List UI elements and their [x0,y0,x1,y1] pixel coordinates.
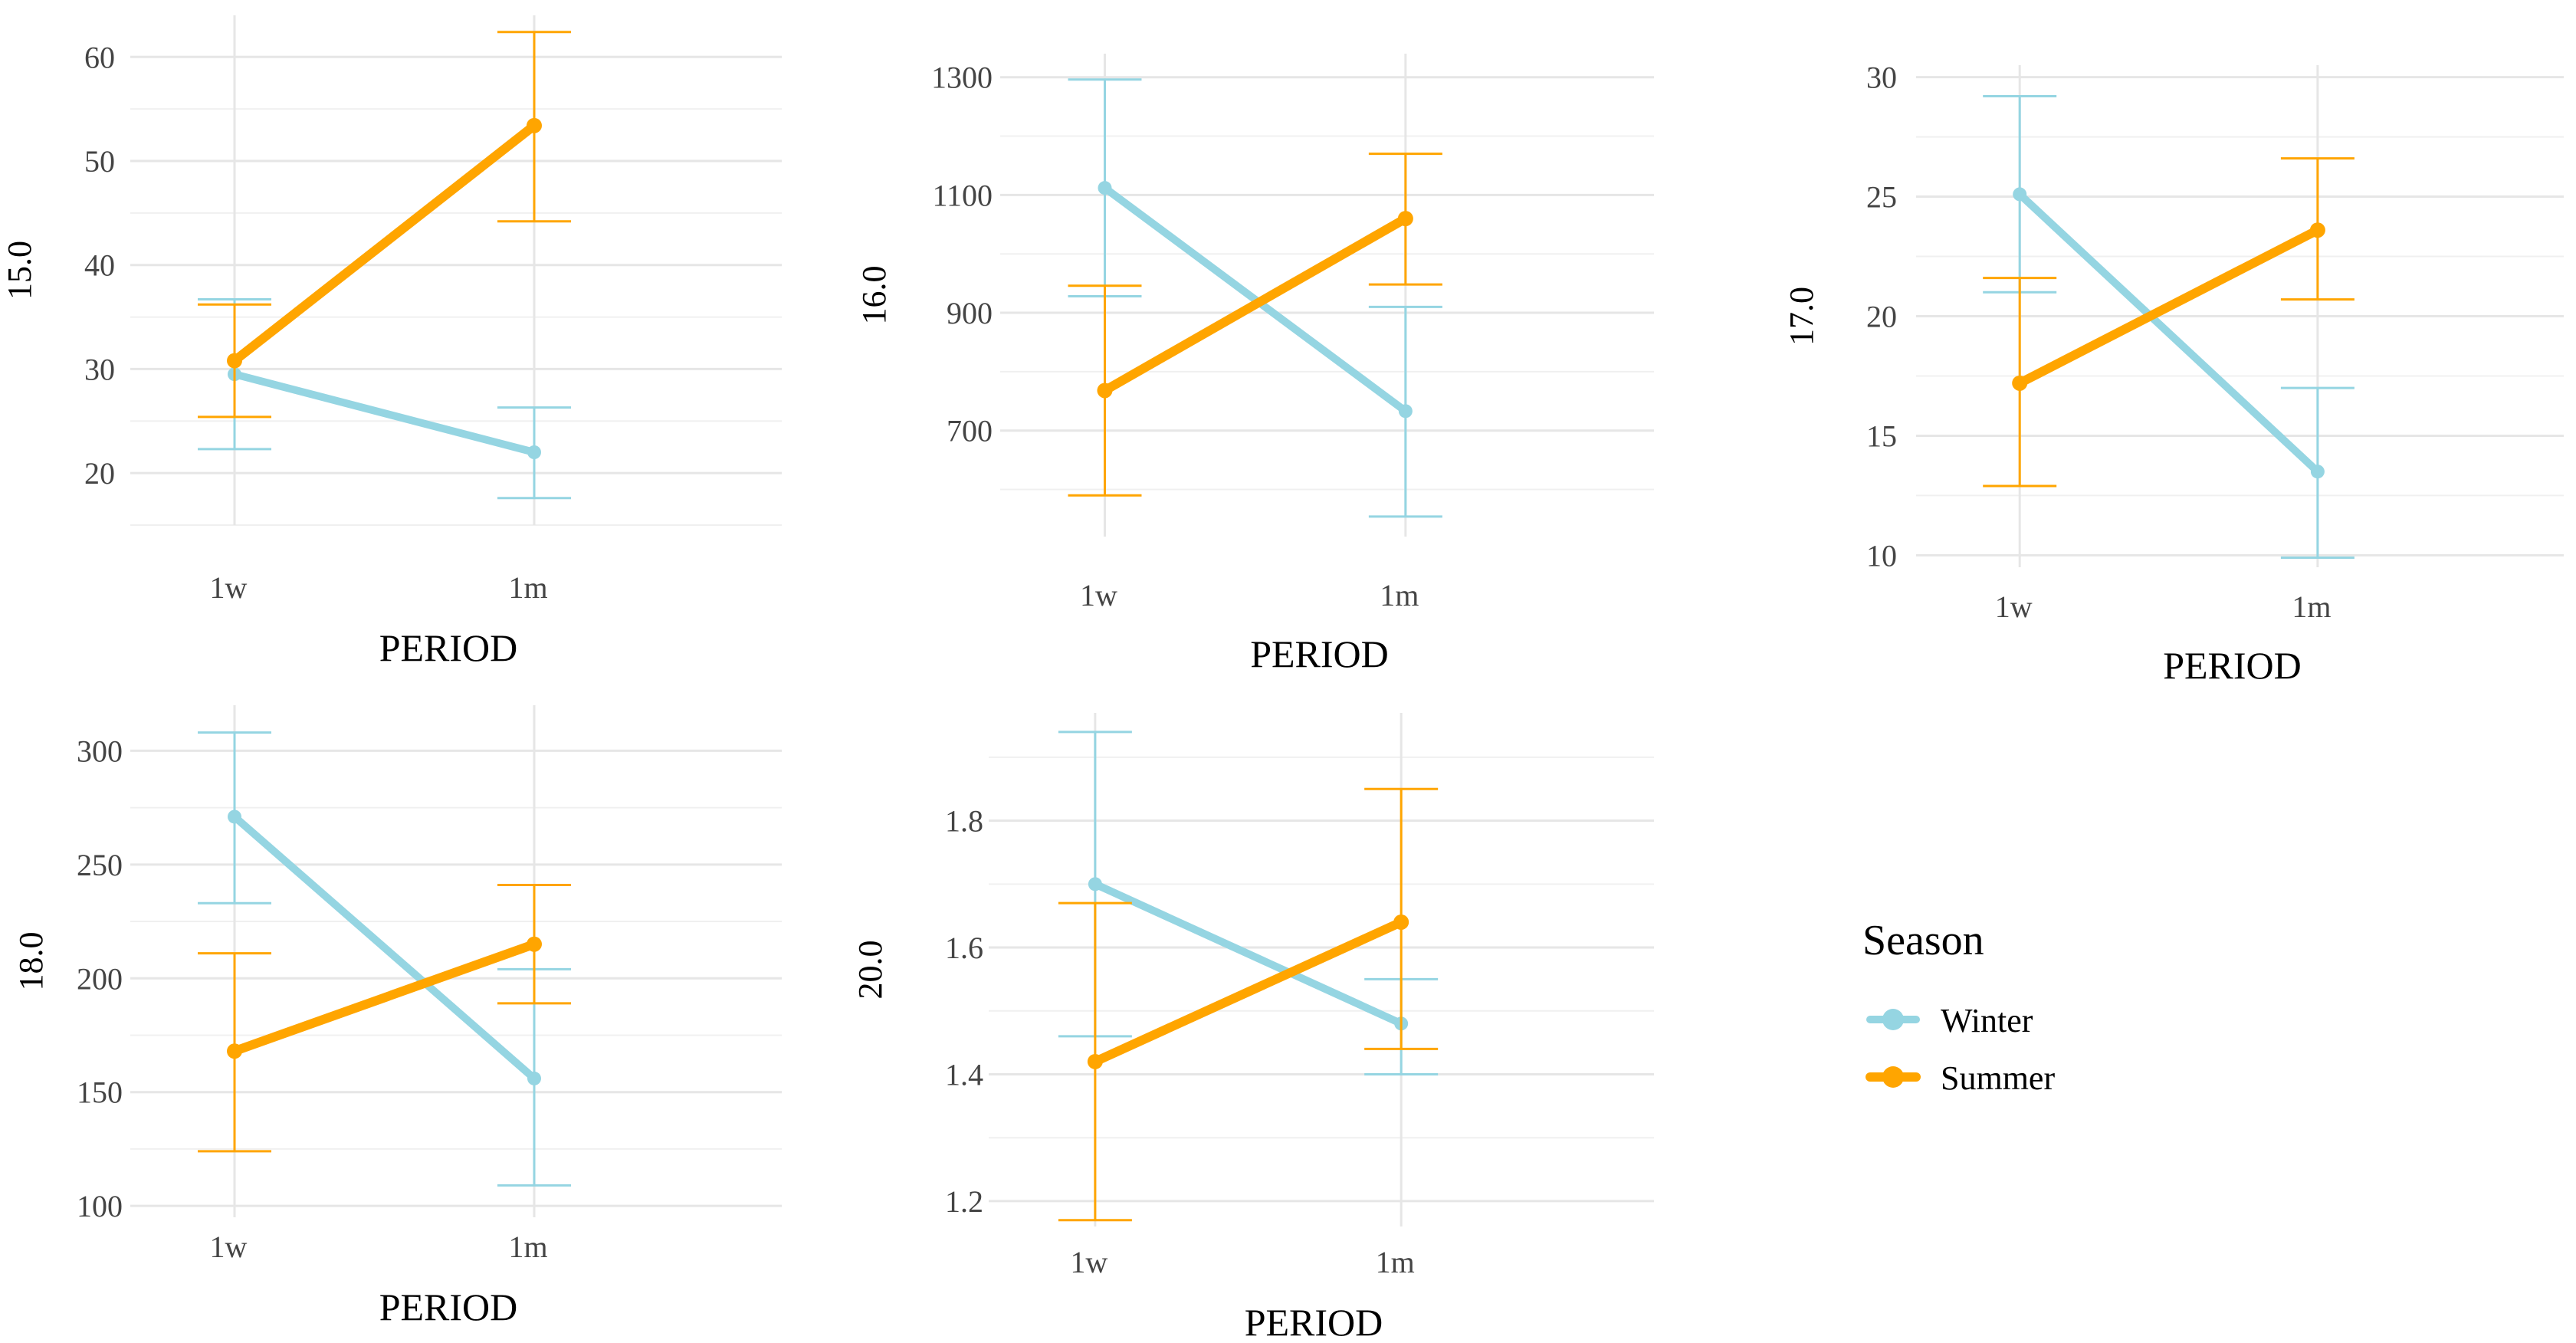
x-axis-title: PERIOD [1250,632,1389,675]
x-tick-label: 1m [1376,1245,1415,1279]
point-winter [1098,181,1112,195]
legend-title: Season [1862,917,1984,964]
y-tick-label: 150 [77,1075,123,1110]
x-tick-label: 1w [1070,1245,1108,1279]
point-winter [1398,404,1413,419]
y-tick-label: 20 [1866,300,1897,334]
series-summer [1068,153,1442,497]
line-summer [230,120,539,366]
x-tick-label: 1w [210,1230,248,1264]
x-axis-title: PERIOD [379,626,518,669]
point-winter [228,809,241,824]
point-winter [1088,877,1102,892]
x-tick-label: 1m [2292,589,2331,624]
point-summer [527,117,542,133]
point-summer [1397,211,1413,227]
y-tick-label: 60 [84,40,115,74]
x-tick-label: 1m [1380,578,1419,612]
series-winter [198,298,571,500]
x-axis-title: PERIOD [379,1286,518,1328]
y-tick-label: 15 [1866,419,1897,453]
series-summer [198,884,571,1153]
x-tick-label: 1w [210,570,248,605]
line-summer [1100,214,1410,396]
y-tick-label: 700 [947,414,993,448]
y-tick-label: 1.6 [945,931,983,965]
y-tick-label: 40 [84,248,115,283]
point-winter [2013,187,2027,202]
legend-label-summer: Summer [1941,1059,2055,1097]
y-tick-label: 900 [947,296,993,330]
point-summer [1097,383,1113,399]
y-tick-label: 1100 [932,178,993,212]
y-axis-title: 16.0 [855,266,893,325]
y-tick-label: 300 [77,734,123,768]
point-winter [2310,465,2325,479]
panel-1: 20 30 40 50 60 1w 1m PERIOD 15.0 [1,15,782,669]
y-tick-label: 50 [84,144,115,179]
point-winter [527,445,541,459]
series-winter [198,731,571,1187]
legend: Season Winter Summer [1862,917,2055,1097]
y-tick-label: 30 [1866,61,1897,95]
series-winter [1983,95,2354,560]
line-winter [231,370,538,456]
panel-4: 100 150 200 250 300 1w 1m PERIOD 18.0 [12,705,782,1328]
x-tick-label: 1w [1080,578,1117,612]
series-summer [198,31,571,419]
series-summer [1983,157,2354,488]
series-winter [1058,731,1439,1075]
legend-label-winter: Winter [1941,1002,2033,1039]
y-axis-title: 20.0 [852,941,889,1000]
y-tick-label: 1.2 [945,1184,983,1219]
point-summer [227,1043,242,1059]
x-axis-title: PERIOD [2163,644,2302,687]
legend-key-point-winter [1882,1009,1904,1030]
x-axis-title: PERIOD [1245,1301,1383,1343]
x-tick-label: 1m [508,1230,547,1264]
line-summer [2015,225,2322,388]
y-axis-title: 15.0 [1,241,38,300]
y-tick-label: 200 [77,961,123,996]
point-summer [2309,222,2325,238]
y-tick-label: 20 [84,456,115,491]
line-winter [2016,190,2322,476]
panel-3: 10 15 20 25 30 1w 1m PERIOD 17.0 [1783,61,2564,687]
legend-key-point-summer [1882,1066,1904,1088]
series-summer [1058,787,1439,1222]
point-summer [1087,1053,1103,1069]
point-winter [527,1071,541,1085]
y-tick-label: 1300 [931,61,993,95]
point-summer [527,936,542,952]
y-tick-label: 1.4 [945,1057,983,1092]
point-summer [227,353,242,369]
y-tick-label: 100 [77,1189,123,1223]
line-winter [231,813,538,1082]
line-summer [1090,917,1406,1066]
x-tick-label: 1w [1995,589,2033,624]
y-axis-title: 18.0 [12,932,50,991]
y-tick-label: 1.8 [945,804,983,839]
y-tick-label: 25 [1866,180,1897,215]
y-tick-label: 30 [84,352,115,386]
panel-2: 700 900 1100 1300 1w 1m PERIOD 16.0 [855,54,1654,675]
series-winter [1068,78,1442,518]
panel-5: 1.2 1.4 1.6 1.8 1w 1m PERIOD 20.0 [852,713,1654,1343]
line-winter [1091,880,1406,1028]
y-tick-label: 10 [1866,538,1897,573]
point-summer [1393,914,1409,930]
y-axis-title: 17.0 [1783,287,1820,346]
point-summer [2012,375,2028,391]
x-tick-label: 1m [508,570,547,605]
y-tick-label: 250 [77,848,123,882]
line-summer [230,939,539,1056]
